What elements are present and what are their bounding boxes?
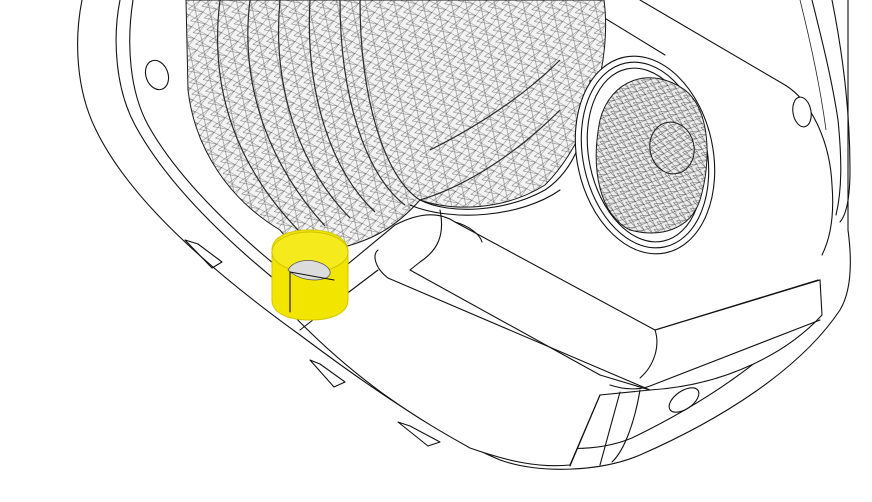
side-port[interactable] <box>558 43 733 267</box>
mounting-holes <box>144 59 812 413</box>
mounting-hole-left <box>144 59 170 91</box>
front-block[interactable] <box>289 209 823 467</box>
mounting-hole-front <box>668 387 700 413</box>
mesh-bowl[interactable] <box>185 0 607 249</box>
highlighted-pin[interactable] <box>271 229 349 321</box>
port-knob-cap <box>649 121 695 175</box>
mounting-hole-right <box>792 96 812 128</box>
edge-tabs <box>184 239 441 447</box>
